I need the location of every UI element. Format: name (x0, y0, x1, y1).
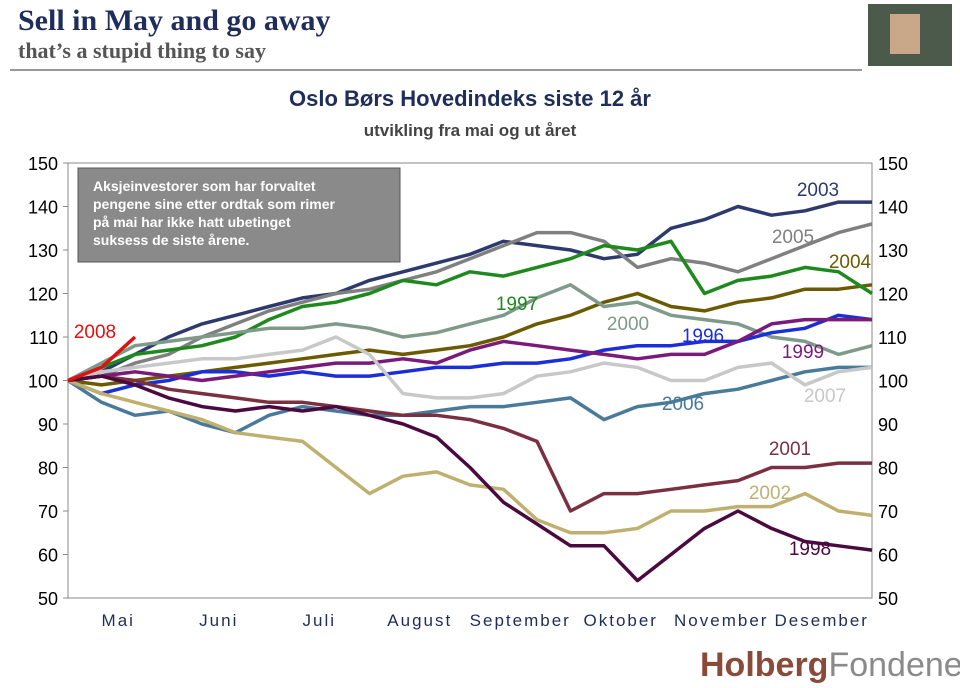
annotation-line: på mai har ikke hatt ubetinget (93, 214, 291, 230)
y-tick-label: 100 (28, 372, 58, 392)
y2-tick-label: 150 (878, 154, 908, 174)
y2-tick-label: 90 (878, 415, 898, 435)
page-title: Sell in May and go away (18, 4, 331, 37)
series-line (67, 365, 872, 435)
series-label: 1999 (782, 342, 824, 363)
x-tick-label: Juli (302, 611, 336, 630)
logo-part: Holberg (700, 646, 828, 684)
series-label: 2003 (797, 180, 839, 201)
series-label: 1998 (789, 539, 831, 560)
y-tick-label: 90 (38, 415, 58, 435)
annotation-line: Aksjeinvestorer som har forvaltet (93, 178, 316, 194)
y2-tick-label: 130 (878, 241, 908, 261)
x-tick-label: Desember (775, 611, 869, 630)
logo: HolbergFondene (700, 646, 960, 684)
y2-tick-label: 60 (878, 546, 898, 566)
series-line (67, 317, 872, 383)
y-tick-label: 80 (38, 459, 58, 479)
chart-title: Oslo Børs Hovedindeks siste 12 år (289, 86, 651, 111)
y2-tick-label: 140 (878, 198, 908, 218)
photo-figure (890, 14, 920, 54)
series-line (67, 374, 873, 583)
series-line (67, 283, 873, 383)
y2-tick-label: 120 (878, 285, 908, 305)
series-label: 2008 (74, 322, 116, 343)
series-label: 2005 (772, 227, 814, 248)
series-label: 1996 (682, 326, 724, 347)
x-tick-label: November (674, 611, 768, 630)
series-label: 2006 (662, 394, 704, 415)
y-tick-label: 110 (29, 328, 58, 348)
series-line (67, 239, 873, 383)
chart-subtitle: utvikling fra mai og ut året (364, 121, 577, 140)
page-subtitle: that’s a stupid thing to say (18, 38, 266, 63)
series-line (67, 335, 873, 400)
series-label: 2007 (804, 386, 846, 407)
series-label: 1997 (496, 294, 538, 315)
y-tick-label: 50 (38, 589, 58, 609)
x-tick-label: Mai (102, 611, 135, 630)
y2-tick-label: 110 (878, 328, 907, 348)
y-tick-label: 70 (38, 502, 58, 522)
series-line (67, 378, 873, 535)
x-tick-label: August (387, 611, 452, 630)
x-tick-label: Oktober (584, 611, 658, 630)
y-tick-label: 130 (28, 241, 58, 261)
series-line (67, 374, 872, 513)
series-line (67, 200, 872, 383)
annotation-box (77, 167, 401, 263)
y-tick-label: 140 (28, 198, 58, 218)
y2-tick-label: 100 (878, 372, 908, 392)
y2-tick-label: 70 (878, 502, 898, 522)
y-tick-label: 150 (28, 154, 58, 174)
x-tick-label: Juni (199, 611, 238, 630)
y-tick-label: 120 (28, 285, 58, 305)
y2-tick-label: 50 (878, 589, 898, 609)
series-label: 2002 (749, 483, 791, 504)
x-tick-label: September (470, 611, 571, 630)
series-label: 2004 (829, 252, 872, 273)
y2-tick-label: 80 (878, 459, 898, 479)
annotation-line: suksess de siste årene. (93, 232, 249, 248)
series-label: 2001 (769, 439, 811, 460)
y-tick-label: 60 (38, 546, 58, 566)
series-line (67, 313, 873, 396)
series-line (67, 335, 137, 383)
annotation-line: pengene sine etter ordtak som rimer (93, 196, 336, 212)
logo-part: Fondene (828, 646, 960, 684)
series-label: 2000 (607, 314, 649, 335)
